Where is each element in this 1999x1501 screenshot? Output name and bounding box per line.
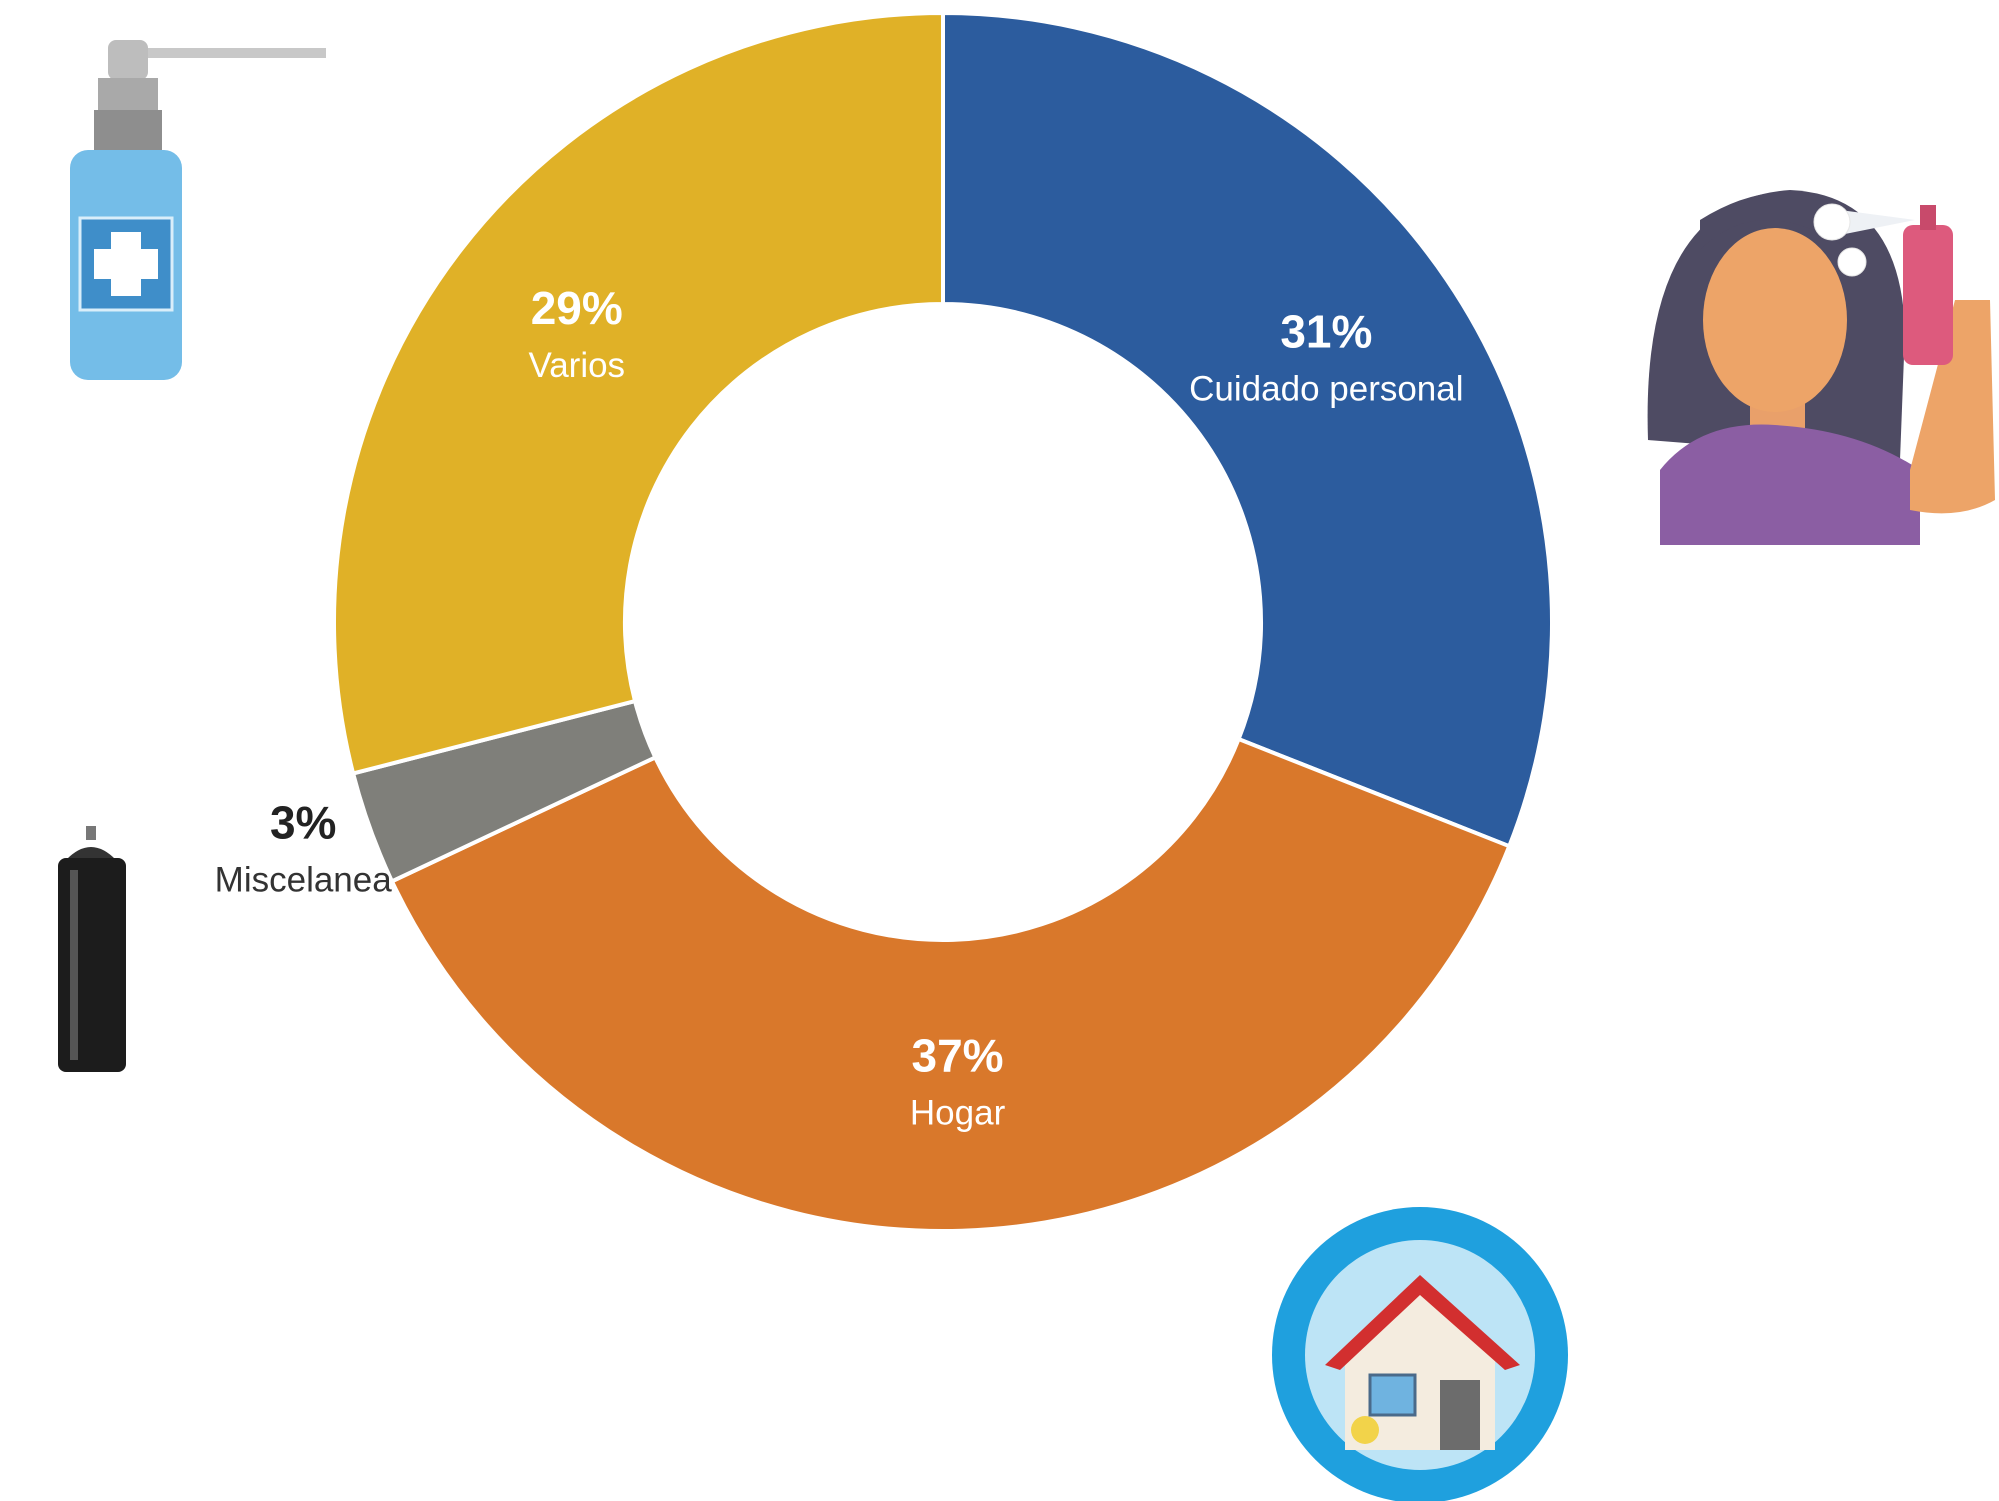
donut-segment <box>389 736 1512 1233</box>
window <box>1368 1373 1417 1417</box>
door <box>1440 1380 1480 1450</box>
cap-top <box>98 78 158 113</box>
house-icon <box>1272 1207 1568 1501</box>
face <box>1703 228 1847 412</box>
value-label: 31% <box>1280 306 1372 358</box>
donut: 31% Cuidado personal 37% Hogar 3% Miscelanea 2… <box>215 10 1554 1233</box>
value-label: 29% <box>531 282 623 334</box>
fringe <box>1700 192 1850 250</box>
sanitizer-icon <box>70 40 326 380</box>
arm <box>1910 300 1995 514</box>
category-label: Varios <box>528 346 625 385</box>
shirt <box>1660 424 1920 545</box>
aerosol-icon <box>58 826 126 1072</box>
can-shine <box>70 870 78 1060</box>
nozzle <box>108 40 148 80</box>
nozzle-arm <box>108 48 326 58</box>
can-top <box>66 847 116 860</box>
foam <box>1813 203 1851 241</box>
spray-mist <box>1840 210 1915 235</box>
can-valve <box>86 826 96 840</box>
foam <box>1837 247 1867 277</box>
spray-bottle <box>1903 225 1953 365</box>
spray-nozzle <box>1920 205 1936 230</box>
donut-segment <box>941 10 1554 849</box>
category-label: Hogar <box>910 1094 1006 1133</box>
donut-segment <box>332 10 945 776</box>
value-label: 37% <box>912 1029 1004 1081</box>
cross-h <box>94 249 158 279</box>
value-label: 3% <box>270 796 336 848</box>
roof <box>1325 1275 1520 1370</box>
category-label: Miscelanea <box>215 861 393 900</box>
sponge <box>1351 1416 1379 1444</box>
cap <box>94 110 162 155</box>
can-body <box>58 858 126 1072</box>
category-label: Cuidado personal <box>1189 370 1463 409</box>
woman-icon <box>1647 190 1995 545</box>
icons <box>58 40 1995 1501</box>
